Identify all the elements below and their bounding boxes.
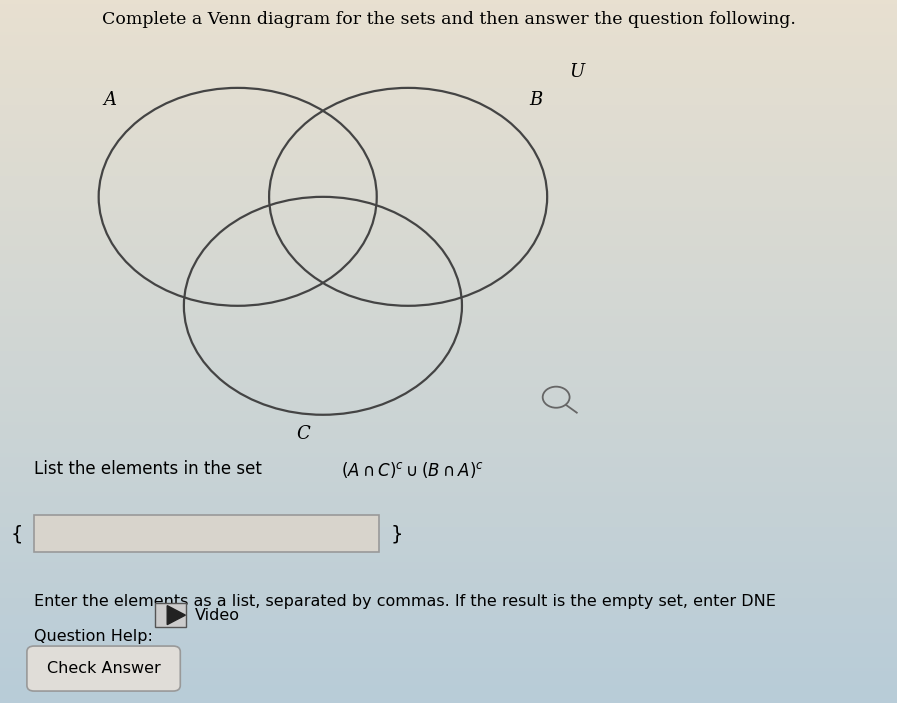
Text: Question Help:: Question Help:	[34, 629, 163, 644]
FancyBboxPatch shape	[34, 515, 379, 552]
FancyBboxPatch shape	[155, 603, 186, 627]
Text: U: U	[570, 63, 585, 82]
Text: Enter the elements as a list, separated by commas. If the result is the empty se: Enter the elements as a list, separated …	[34, 594, 776, 609]
Polygon shape	[167, 605, 186, 624]
Text: List the elements in the set: List the elements in the set	[34, 460, 267, 479]
Text: A: A	[103, 91, 116, 110]
Text: {: {	[11, 524, 23, 543]
Text: Complete a Venn diagram for the sets and then answer the question following.: Complete a Venn diagram for the sets and…	[101, 11, 796, 27]
Text: Check Answer: Check Answer	[47, 661, 161, 676]
Text: }: }	[390, 524, 403, 543]
Text: C: C	[296, 425, 309, 444]
Text: Video: Video	[195, 607, 239, 623]
Text: $(A\cap C)^c\cup(B\cap A)^c$: $(A\cap C)^c\cup(B\cap A)^c$	[341, 460, 484, 480]
FancyBboxPatch shape	[27, 646, 180, 691]
Text: B: B	[529, 91, 543, 110]
